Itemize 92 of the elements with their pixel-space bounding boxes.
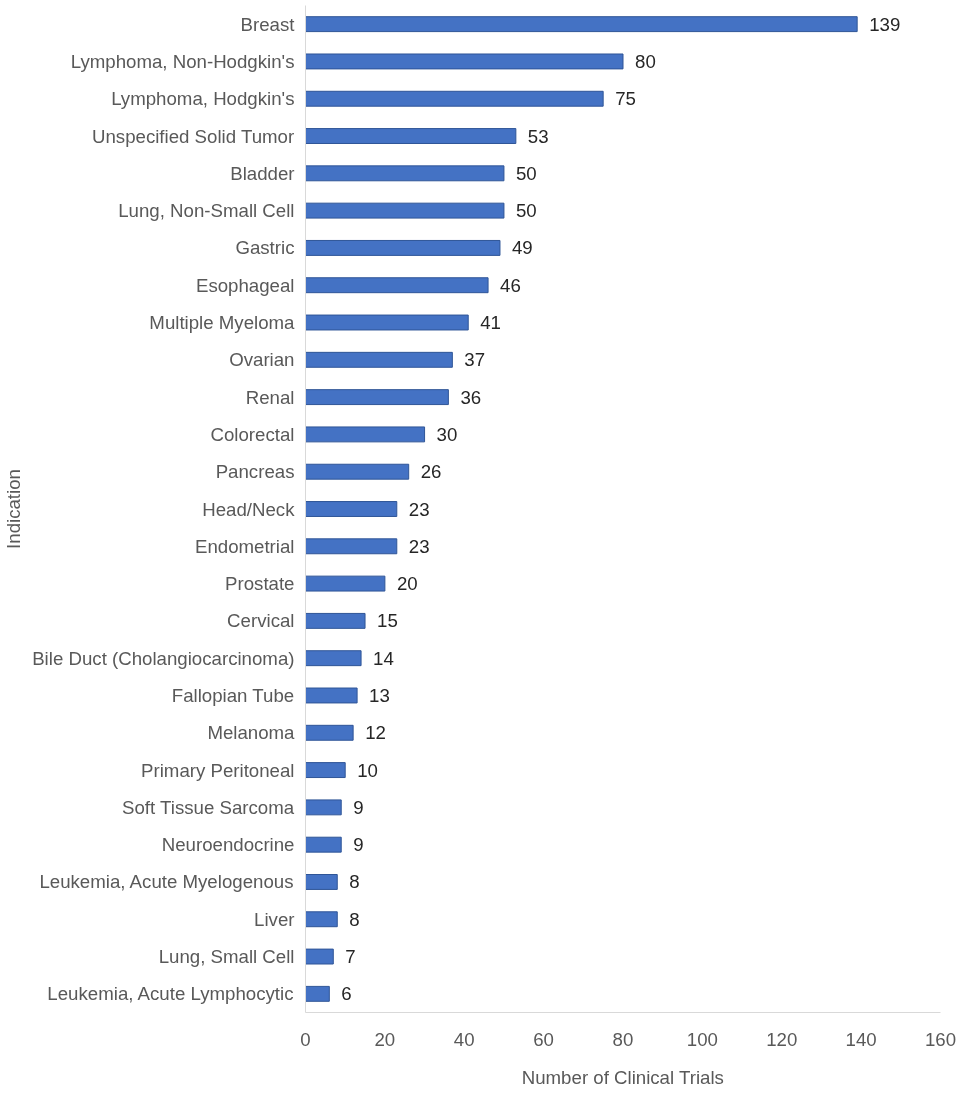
data-label: 36 xyxy=(460,386,482,408)
x-tick-label: 140 xyxy=(845,1028,877,1050)
bar xyxy=(305,799,342,816)
data-label: 46 xyxy=(500,274,521,296)
y-tick-label: Multiple Myeloma xyxy=(149,312,296,334)
data-label: 49 xyxy=(511,237,533,259)
y-tick-label: Esophageal xyxy=(195,274,295,296)
x-tick-label: 40 xyxy=(453,1028,475,1050)
x-tick-label: 0 xyxy=(300,1028,311,1050)
data-label: 6 xyxy=(341,983,352,1005)
bar xyxy=(305,948,334,965)
bar xyxy=(305,538,398,555)
data-label: 9 xyxy=(353,834,364,856)
data-label: 13 xyxy=(369,684,390,706)
y-tick-label: Bile Duct (Cholangiocarcinoma) xyxy=(32,647,295,669)
y-tick-label: Primary Peritoneal xyxy=(141,759,295,781)
x-axis-title: Number of Clinical Trials xyxy=(521,1066,724,1088)
bar xyxy=(305,53,624,70)
bar xyxy=(305,612,366,629)
x-tick-label: 20 xyxy=(374,1028,396,1050)
y-tick-label: Lung, Non-Small Cell xyxy=(118,200,295,222)
bar xyxy=(305,277,489,294)
y-tick-label: Cervical xyxy=(227,610,295,632)
y-tick-label: Breast xyxy=(240,13,296,35)
bar xyxy=(305,985,330,1002)
data-label: 23 xyxy=(408,498,430,520)
y-tick-label: Leukemia, Acute Lymphocytic xyxy=(47,983,294,1005)
y-tick-label: Pancreas xyxy=(215,461,295,483)
bar xyxy=(305,874,338,890)
data-label: 41 xyxy=(480,312,501,334)
data-label: 75 xyxy=(615,88,636,110)
y-tick-label: Lymphoma, Non-Hodgkin's xyxy=(70,50,295,72)
y-tick-label: Lung, Small Cell xyxy=(158,946,295,968)
bar xyxy=(305,836,342,853)
bar xyxy=(305,501,398,517)
data-label: 23 xyxy=(408,535,430,557)
bar xyxy=(305,202,505,219)
y-tick-label: Liver xyxy=(254,908,295,930)
data-label: 15 xyxy=(377,610,398,632)
bar xyxy=(305,575,386,592)
data-label: 9 xyxy=(353,796,364,818)
y-tick-label: Ovarian xyxy=(229,349,295,371)
data-label: 8 xyxy=(349,871,360,893)
y-tick-label: Soft Tissue Sarcoma xyxy=(122,796,295,818)
bar xyxy=(305,16,858,33)
x-tick-label: 100 xyxy=(686,1028,718,1050)
bar xyxy=(305,165,505,182)
y-tick-label: Prostate xyxy=(225,573,295,595)
y-tick-label: Fallopian Tube xyxy=(171,684,295,706)
bar xyxy=(305,724,354,741)
data-label: 37 xyxy=(464,349,486,371)
y-tick-label: Bladder xyxy=(230,162,295,184)
data-label: 30 xyxy=(436,423,458,445)
data-label: 12 xyxy=(365,722,386,744)
y-tick-label: Leukemia, Acute Myelogenous xyxy=(39,871,294,893)
bar xyxy=(305,762,346,779)
data-label: 7 xyxy=(345,946,356,968)
y-tick-label: Head/Neck xyxy=(202,498,296,520)
y-tick-label: Renal xyxy=(245,386,295,408)
x-tick-label: 60 xyxy=(533,1028,555,1050)
y-axis-title: Indication xyxy=(3,469,25,549)
data-label: 10 xyxy=(357,759,378,781)
data-label: 50 xyxy=(515,200,537,222)
bar xyxy=(305,239,501,256)
bar xyxy=(305,687,358,704)
bar xyxy=(305,426,426,443)
data-label: 14 xyxy=(373,647,394,669)
data-label: 53 xyxy=(527,125,549,147)
bar xyxy=(305,911,338,928)
y-tick-label: Gastric xyxy=(235,237,295,259)
bar xyxy=(305,90,604,107)
data-label: 80 xyxy=(635,50,656,72)
x-tick-label: 120 xyxy=(766,1028,798,1050)
y-tick-label: Unspecified Solid Tumor xyxy=(91,125,295,147)
data-label: 139 xyxy=(869,13,901,35)
bar xyxy=(305,463,410,480)
data-label: 26 xyxy=(420,461,442,483)
data-label: 8 xyxy=(349,908,360,930)
bar xyxy=(305,314,469,331)
data-label: 20 xyxy=(396,573,418,595)
x-tick-label: 80 xyxy=(612,1028,634,1050)
y-tick-label: Lymphoma, Hodgkin's xyxy=(111,88,295,110)
y-tick-label: Endometrial xyxy=(194,535,295,557)
bar xyxy=(305,389,449,406)
bar xyxy=(305,128,517,144)
bar xyxy=(305,650,362,667)
y-tick-label: Colorectal xyxy=(210,423,295,445)
x-tick-label: 160 xyxy=(924,1028,957,1050)
data-label: 50 xyxy=(515,162,537,184)
bar xyxy=(305,351,453,368)
y-tick-label: Neuroendocrine xyxy=(161,834,295,856)
y-tick-label: Melanoma xyxy=(207,722,296,744)
